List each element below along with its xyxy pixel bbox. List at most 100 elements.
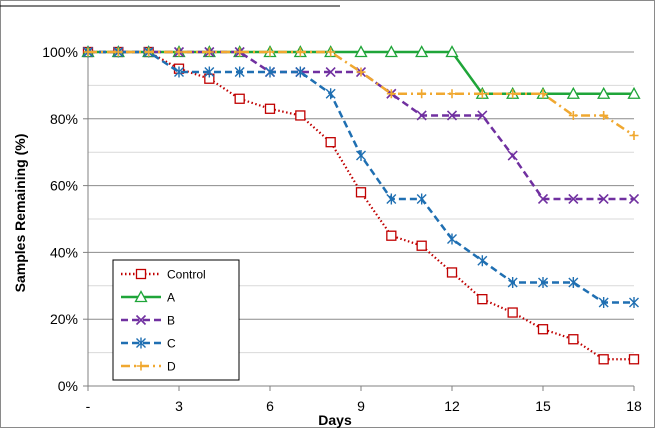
x-tick-label: - [86, 398, 91, 414]
data-point-control [264, 103, 276, 114]
data-point-control [234, 93, 245, 104]
x-tick-label: 15 [535, 398, 551, 414]
data-point-d [629, 131, 639, 140]
y-tick-label: 80% [50, 111, 78, 127]
legend-item: B [121, 314, 175, 328]
legend-label: D [167, 360, 176, 374]
axes-layer: 0% 20% 40% 60% 80% 100% - 3 6 9 12 15 18 [42, 44, 642, 414]
legend-label: Control [167, 268, 206, 282]
data-point-control [295, 110, 306, 121]
data-point-b [446, 110, 458, 121]
data-point-d [83, 47, 93, 57]
data-point-c [325, 88, 336, 100]
data-point-d [174, 47, 184, 57]
legend-item: Control [121, 268, 206, 282]
legend-item: D [121, 360, 176, 374]
x-tick-label: 12 [444, 398, 460, 414]
data-point-d [508, 89, 518, 99]
data-point-a [384, 45, 398, 58]
legend-item: C [121, 337, 176, 351]
data-point-control [628, 354, 640, 365]
data-point-b [568, 193, 579, 205]
y-tick-label: 60% [50, 178, 78, 194]
data-point-c [356, 150, 366, 162]
x-tick-label: 3 [175, 398, 183, 414]
data-point-control [568, 334, 579, 345]
data-point-d [599, 110, 609, 120]
data-point-d [386, 89, 396, 99]
data-point-d [295, 47, 305, 57]
data-point-c [174, 66, 184, 78]
data-point-c [568, 276, 579, 288]
data-point-a [354, 45, 368, 58]
data-point-control [355, 187, 367, 198]
data-point-a [415, 45, 429, 58]
data-point-c [447, 233, 457, 245]
legend-label: B [167, 314, 175, 328]
data-point-d [265, 47, 275, 57]
data-point-d [356, 67, 366, 77]
data-point-c [538, 276, 548, 288]
data-point-c [234, 66, 245, 78]
data-point-control [325, 137, 336, 148]
data-point-d [235, 47, 245, 57]
data-point-c [204, 66, 215, 78]
legend-marker [135, 268, 147, 280]
data-point-c [629, 297, 639, 308]
data-point-control [416, 240, 427, 251]
data-point-b [507, 150, 518, 161]
legend-label: A [167, 291, 175, 305]
legend-marker [134, 290, 148, 303]
data-point-control [477, 294, 488, 305]
y-tick-label: 100% [42, 44, 78, 60]
y-tick-label: 0% [58, 378, 78, 394]
series-layer [81, 45, 641, 365]
legend-label: C [167, 337, 176, 351]
x-axis-title: Days [318, 412, 352, 428]
data-point-c [507, 276, 518, 288]
data-point-control [446, 267, 458, 278]
legend-marker [136, 361, 146, 371]
data-point-d [477, 89, 487, 99]
data-point-control [537, 324, 549, 335]
data-point-b [416, 110, 427, 121]
data-point-d [204, 47, 214, 57]
x-tick-label: 9 [357, 398, 365, 414]
x-tick-label: 6 [266, 398, 274, 414]
data-point-b [537, 193, 549, 205]
data-point-d [144, 47, 154, 57]
data-point-b [325, 66, 336, 78]
data-point-c [295, 66, 306, 78]
y-tick-label: 40% [50, 244, 78, 260]
data-point-c [265, 66, 275, 78]
data-point-c [477, 255, 488, 267]
data-point-d [417, 89, 427, 99]
data-point-b [598, 193, 609, 205]
data-point-a [627, 86, 641, 99]
data-point-a [597, 86, 611, 99]
data-point-d [113, 47, 123, 57]
legend-item: A [121, 290, 175, 305]
y-tick-label: 20% [50, 311, 78, 327]
data-point-a [445, 45, 459, 58]
data-point-b [477, 110, 488, 121]
y-axis-title: Samples Remaining (%) [12, 134, 28, 293]
data-point-b [628, 193, 640, 205]
data-point-d [447, 89, 457, 99]
data-point-control [507, 307, 518, 318]
data-point-control [386, 230, 397, 241]
data-point-c [416, 193, 427, 205]
data-point-d [326, 47, 336, 57]
series-d [83, 47, 639, 140]
data-point-d [568, 110, 578, 120]
data-point-c [598, 297, 609, 308]
legend-marker [135, 314, 147, 326]
data-point-d [538, 89, 548, 99]
x-tick-label: 18 [626, 398, 642, 414]
data-point-a [566, 86, 580, 99]
legend-marker [136, 337, 146, 349]
